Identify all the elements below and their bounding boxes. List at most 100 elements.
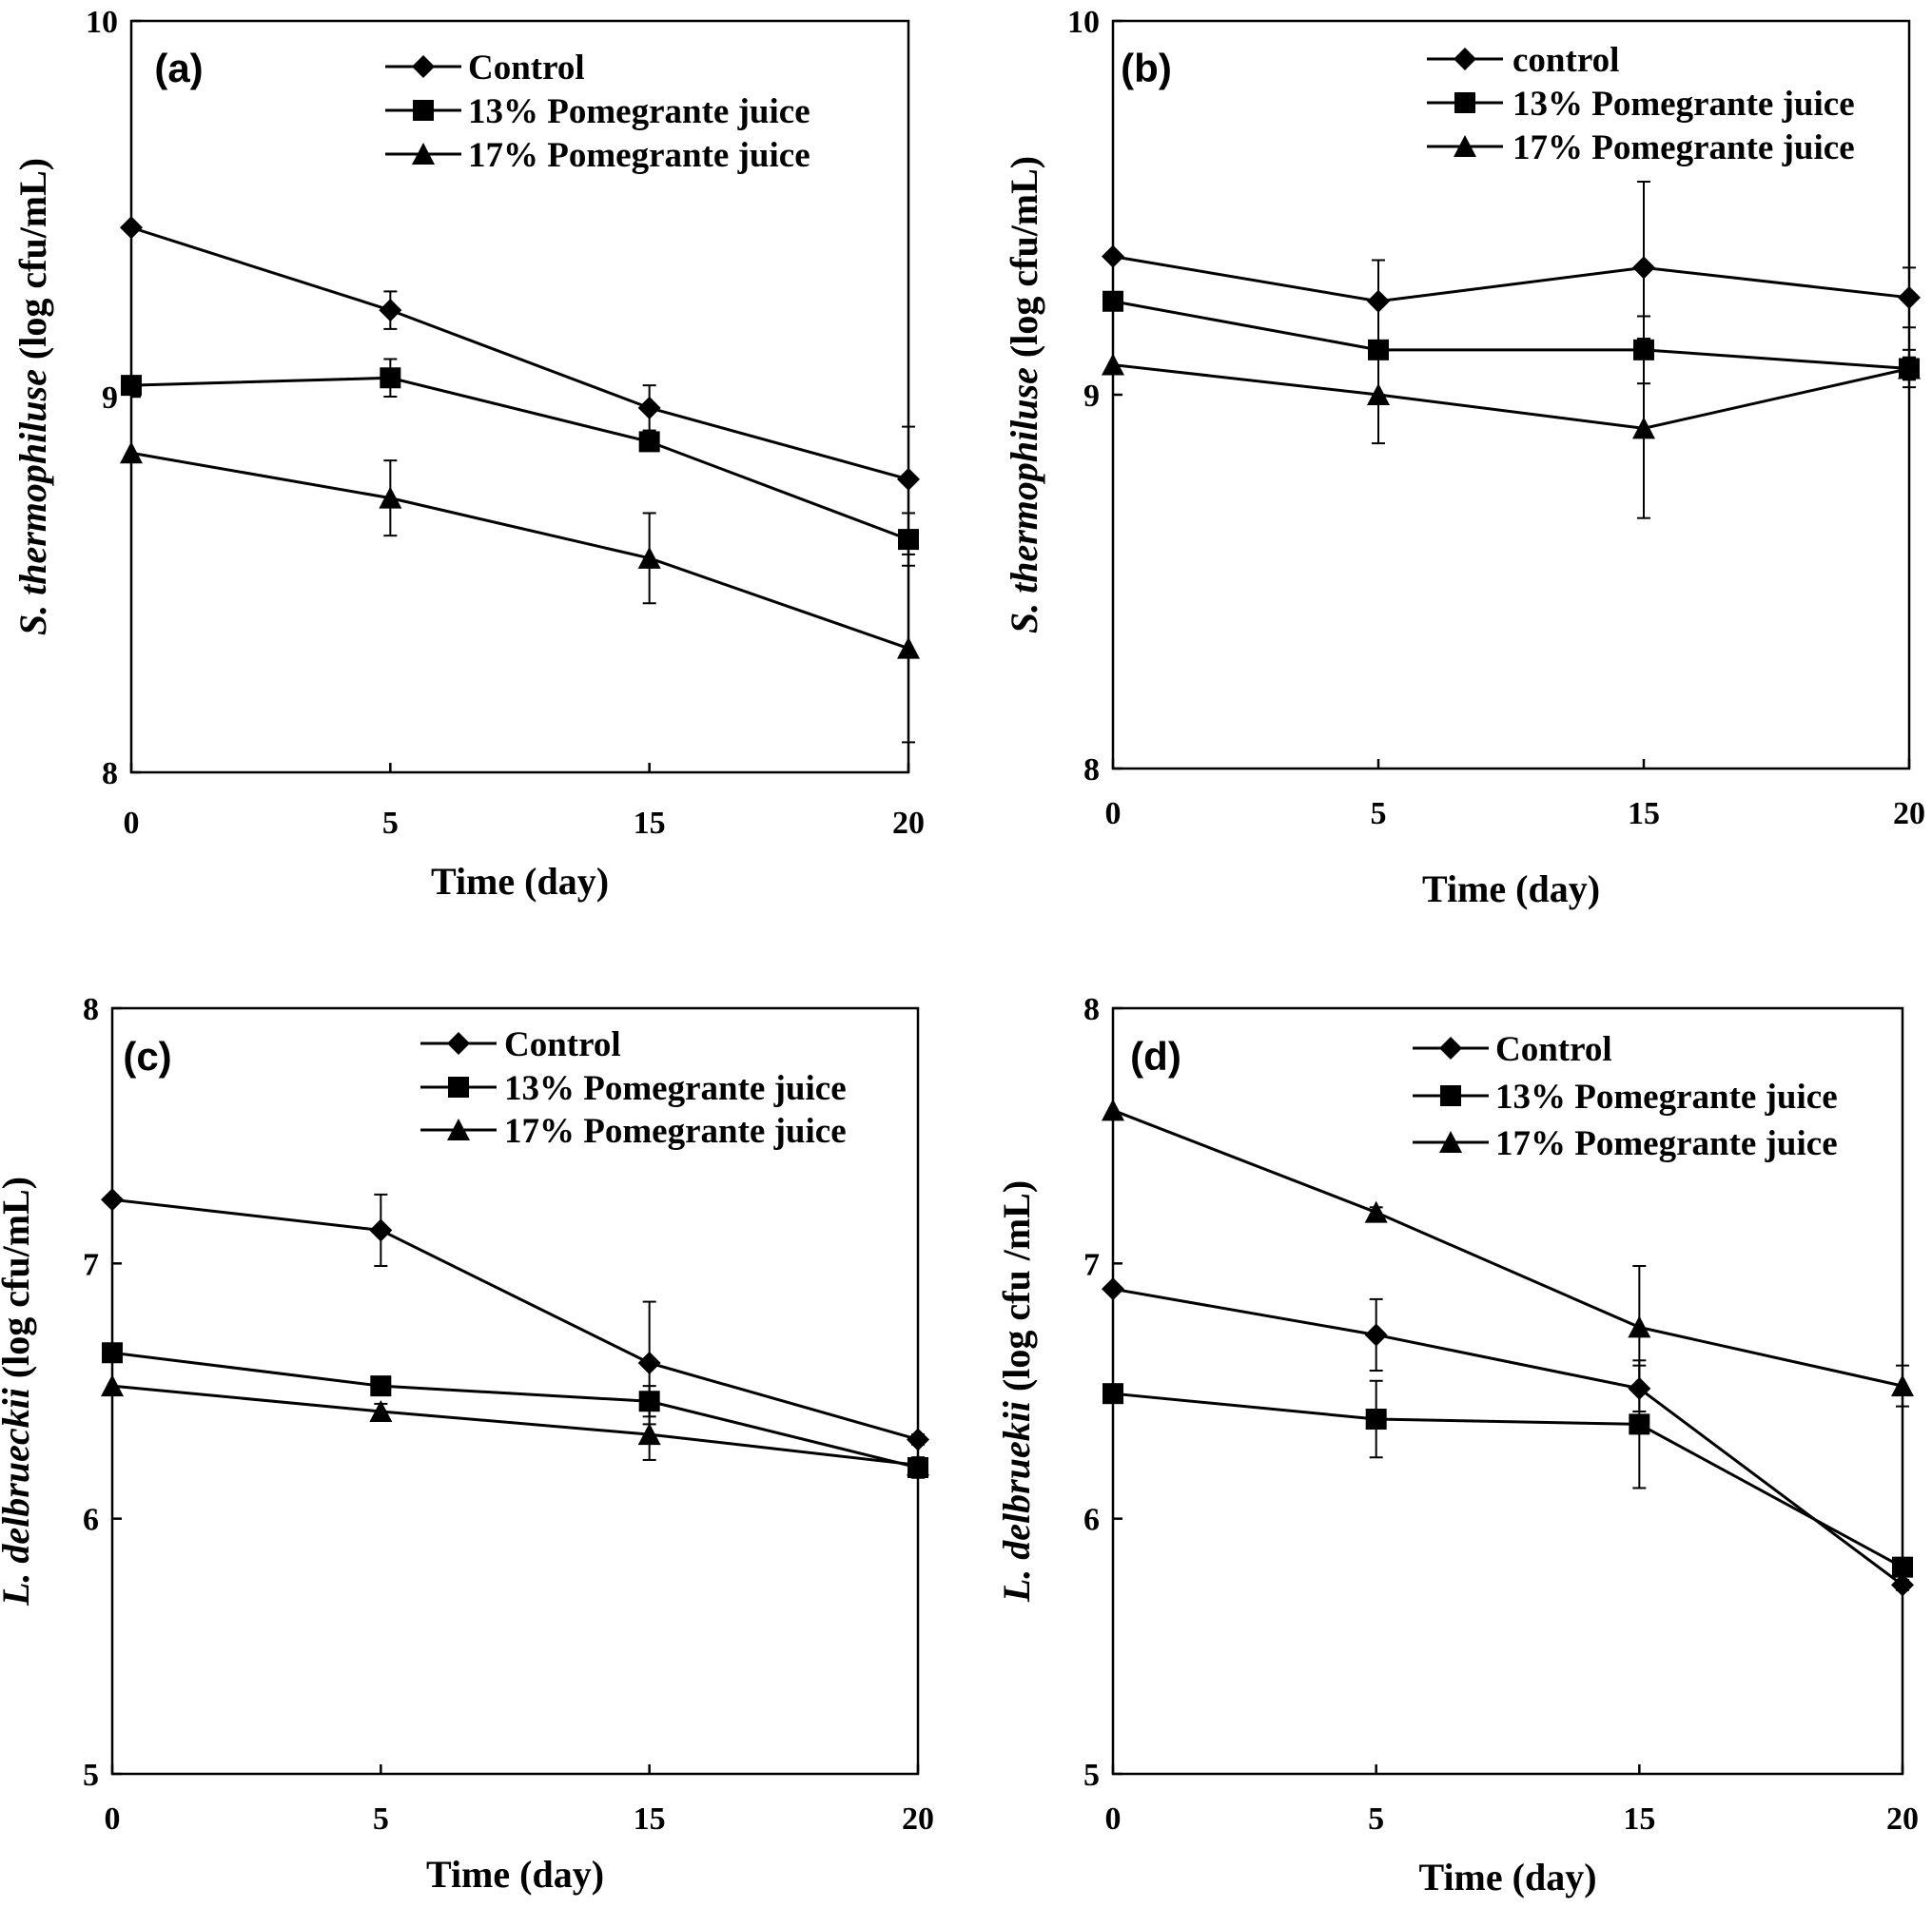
data-point	[380, 367, 401, 389]
data-point	[638, 1391, 660, 1412]
data-point	[1367, 289, 1390, 313]
data-point	[1103, 1383, 1123, 1405]
y-axis-title-species: S. thermophiluse	[11, 369, 54, 635]
legend-marker	[447, 1119, 470, 1140]
legend-label: Control	[504, 1025, 621, 1064]
data-point	[1628, 1315, 1651, 1338]
legend-entry: control	[1427, 41, 1619, 80]
series-square	[1103, 1359, 1913, 1578]
series-line	[1112, 363, 1910, 430]
legend-marker	[447, 1032, 470, 1055]
data-point	[1102, 1277, 1124, 1301]
legend-label: Control	[468, 49, 585, 88]
y-tick-label: 8	[102, 756, 118, 791]
legend-label: 17% Pomegrante juice	[1495, 1124, 1838, 1163]
x-axis-title: Time (day)	[1418, 1856, 1596, 1898]
legend-marker	[413, 100, 434, 121]
data-point	[1891, 1573, 1914, 1597]
series-line	[1112, 1287, 1903, 1587]
data-point	[1891, 1374, 1914, 1397]
legend-entry: Control	[1413, 1030, 1612, 1069]
y-tick-label: 10	[1067, 5, 1100, 40]
legend-marker	[412, 55, 435, 78]
legend-marker	[1439, 1131, 1462, 1153]
series-line	[111, 1351, 919, 1470]
data-point	[1102, 244, 1124, 268]
data-point	[101, 1188, 124, 1212]
y-axis-title: S. thermophiluse (log cfu/mL)	[11, 158, 54, 635]
data-point	[370, 1375, 392, 1397]
x-tick-label: 5	[382, 806, 399, 841]
y-axis-title: S. thermophiluse (log cfu/mL)	[1003, 156, 1045, 633]
data-point	[120, 441, 143, 464]
y-axis-title-species: L. delbrueckii	[0, 1388, 37, 1606]
series-triangle	[120, 441, 920, 744]
data-point	[1365, 1409, 1387, 1431]
y-tick-label: 7	[83, 1247, 99, 1282]
legend-marker	[412, 143, 435, 165]
data-point	[1364, 1323, 1388, 1347]
data-point	[898, 529, 919, 551]
data-point	[1367, 383, 1390, 405]
legend-marker	[448, 1077, 469, 1098]
y-tick-label: 5	[1083, 1758, 1100, 1793]
series-diamond	[1102, 180, 1921, 355]
data-point	[1629, 1413, 1650, 1435]
y-axis-title-unit: (log cfu/mL)	[11, 158, 54, 369]
series-line	[1112, 1108, 1903, 1388]
series-line	[130, 376, 909, 541]
x-tick-label: 20	[892, 806, 925, 841]
x-tick-label: 0	[1105, 1801, 1122, 1837]
y-tick-label: 10	[86, 5, 118, 40]
panel-label: (a)	[154, 46, 203, 90]
y-tick-label: 9	[1083, 379, 1100, 414]
y-tick-label: 5	[83, 1758, 99, 1793]
legend-label: 17% Pomegrante juice	[1512, 128, 1855, 167]
x-tick-label: 5	[373, 1801, 389, 1837]
x-axis-title: Time (day)	[1422, 867, 1600, 910]
series-line	[130, 225, 909, 481]
x-axis-title: Time (day)	[431, 860, 609, 903]
series-diamond	[120, 216, 920, 534]
legend-label: 13% Pomegrante juice	[504, 1069, 847, 1108]
data-point	[1632, 417, 1655, 439]
data-point	[637, 546, 661, 569]
legend-entry: Control	[385, 49, 585, 88]
y-tick-label: 8	[1083, 752, 1100, 788]
data-point	[637, 396, 661, 419]
x-tick-label: 5	[1371, 796, 1387, 831]
x-tick-label: 15	[634, 1801, 666, 1837]
legend-entry: 13% Pomegrante juice	[385, 92, 810, 131]
legend-marker	[1439, 1037, 1462, 1060]
data-point	[120, 216, 143, 240]
series-square	[121, 358, 919, 567]
y-tick-label: 8	[83, 992, 99, 1027]
panel-label: (c)	[123, 1034, 171, 1079]
x-axis-title: Time (day)	[426, 1853, 604, 1896]
panel-label: (d)	[1130, 1034, 1181, 1079]
y-axis-title: L. delbruekii (log cfu /mL)	[995, 1180, 1038, 1603]
data-point	[907, 1428, 929, 1451]
x-tick-label: 20	[902, 1801, 934, 1837]
legend-entry: 17% Pomegrante juice	[1427, 128, 1855, 167]
y-axis-title-unit: (log cfu/mL)	[0, 1177, 37, 1388]
x-tick-label: 0	[1105, 796, 1122, 831]
legend-entry: 13% Pomegrante juice	[420, 1069, 847, 1108]
data-point	[1102, 353, 1124, 376]
series-triangle	[1102, 1099, 1914, 1408]
data-point	[638, 431, 660, 453]
y-tick-label: 6	[83, 1503, 99, 1538]
series-line	[1112, 1392, 1903, 1568]
legend-entry: Control	[420, 1025, 621, 1064]
x-tick-label: 0	[105, 1801, 121, 1837]
data-point	[1102, 1099, 1124, 1121]
data-point	[637, 1351, 661, 1374]
legend-label: control	[1512, 41, 1619, 80]
data-point	[907, 1453, 929, 1476]
data-point	[1892, 1556, 1913, 1578]
y-tick-label: 7	[1083, 1247, 1100, 1282]
x-tick-label: 15	[1628, 796, 1660, 831]
x-tick-label: 5	[1368, 1801, 1384, 1837]
